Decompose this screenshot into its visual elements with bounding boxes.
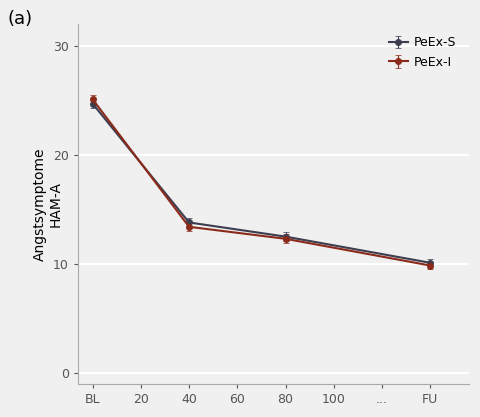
Legend: PeEx-S, PeEx-I: PeEx-S, PeEx-I	[383, 30, 463, 75]
Y-axis label: Angstsymptome
HAM-A: Angstsymptome HAM-A	[33, 147, 63, 261]
Text: (a): (a)	[8, 10, 33, 28]
